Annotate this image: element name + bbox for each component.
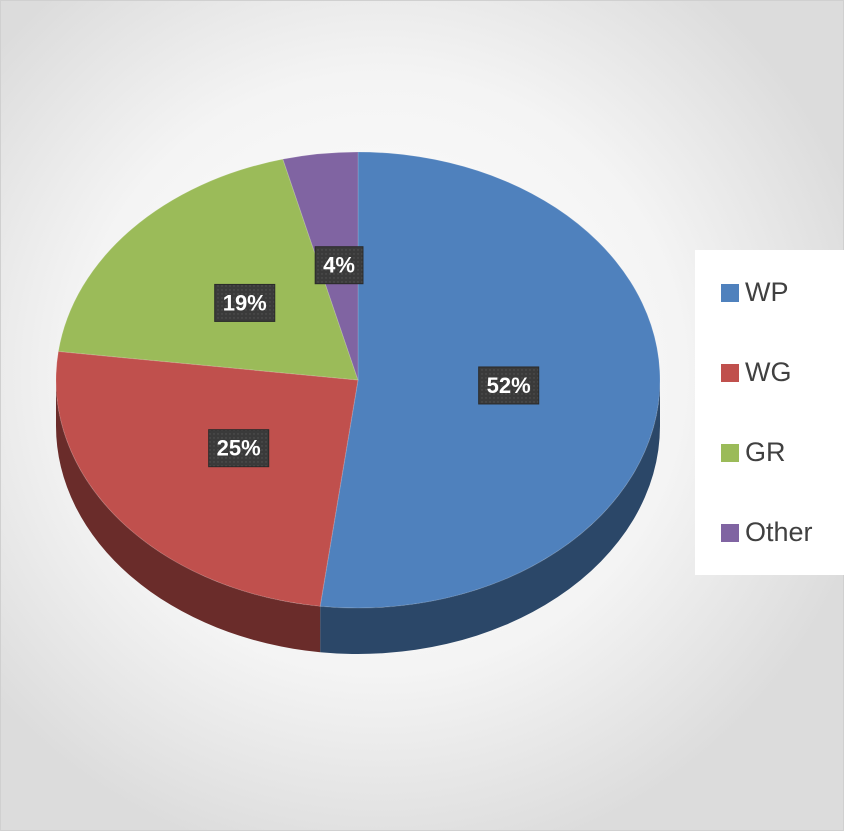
legend-swatch [721, 284, 739, 302]
data-label: 52% [487, 373, 531, 398]
data-label-box [314, 246, 364, 285]
legend-swatch [721, 524, 739, 542]
data-label: 19% [223, 290, 267, 315]
data-label: 4% [323, 253, 355, 278]
pie-slice [57, 158, 359, 381]
pie-side [320, 380, 660, 654]
pie-side [56, 380, 321, 653]
legend-label: WP [745, 277, 789, 307]
data-label-box [478, 366, 540, 405]
pie-slice [55, 350, 359, 607]
legend-swatch [721, 364, 739, 382]
legend-swatch [721, 444, 739, 462]
data-label-box [214, 283, 276, 322]
legend-label: WG [745, 357, 792, 387]
legend-background [695, 250, 844, 575]
legend-label: GR [745, 437, 786, 467]
data-label: 25% [217, 436, 261, 461]
legend-label: Other [745, 517, 813, 547]
data-label-box [208, 429, 270, 468]
